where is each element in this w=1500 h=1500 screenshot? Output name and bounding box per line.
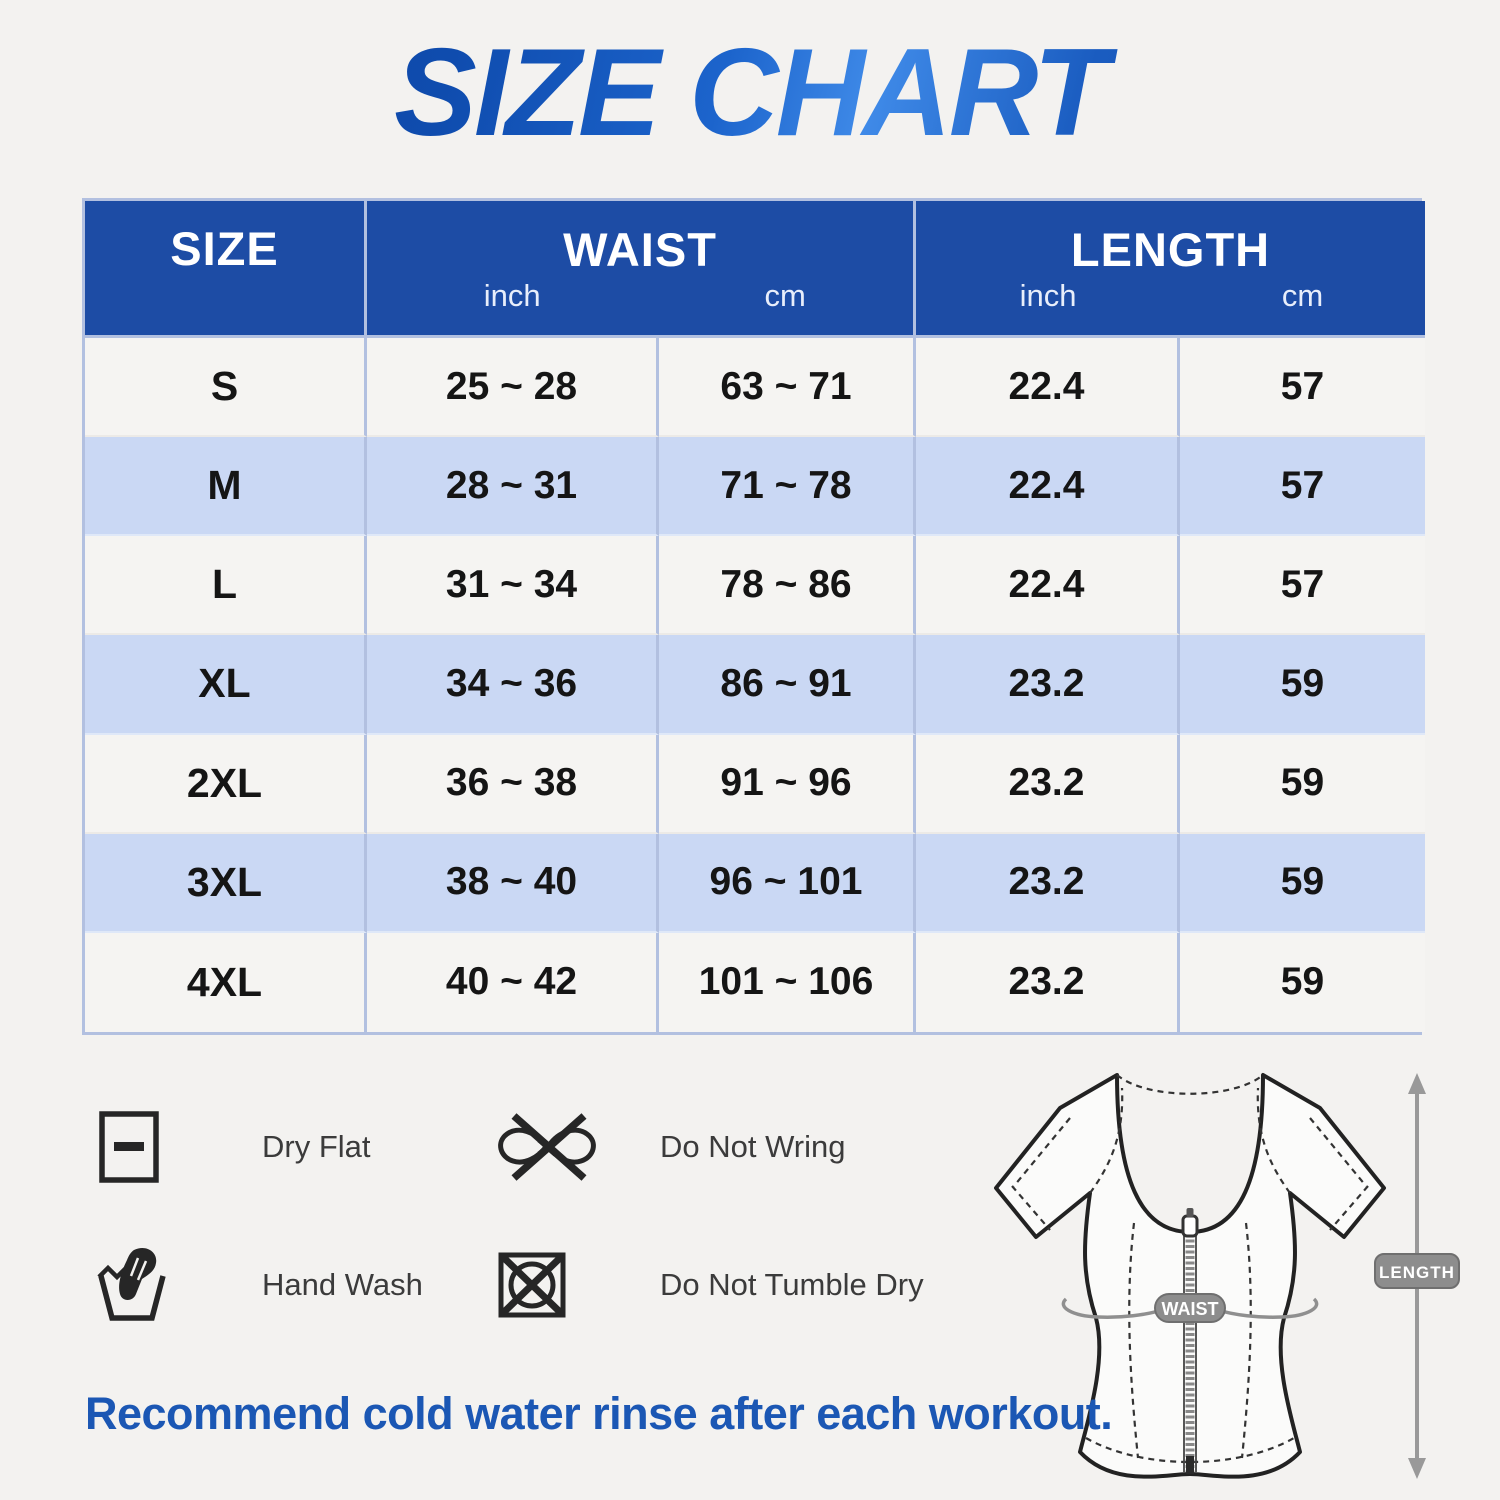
cell-size: 4XL: [85, 932, 367, 1032]
cell-length-cm: 57: [1180, 338, 1425, 438]
cell-length-cm: 59: [1180, 734, 1425, 834]
cell-waist-cm: 63 ~ 71: [659, 338, 916, 438]
cell-waist-cm: 101 ~ 106: [659, 932, 916, 1032]
do-not-tumble-dry-icon: [494, 1242, 604, 1328]
table-header-waist: WAIST inch cm: [367, 201, 916, 338]
waist-badge-label: WAIST: [1162, 1299, 1219, 1319]
table-header-length: LENGTH inch cm: [916, 201, 1425, 338]
care-label: Dry Flat: [262, 1129, 371, 1164]
cell-waist-inch: 31 ~ 34: [367, 536, 659, 636]
cell-length-cm: 59: [1180, 635, 1425, 735]
length-units: inch cm: [916, 278, 1425, 314]
cell-length-inch: 23.2: [916, 734, 1180, 834]
length-badge: LENGTH: [1374, 1253, 1460, 1289]
waist-badge: WAIST: [1154, 1293, 1226, 1323]
cell-size: 3XL: [85, 833, 367, 933]
cell-waist-cm: 71 ~ 78: [659, 437, 916, 537]
cell-waist-inch: 34 ~ 36: [367, 635, 659, 735]
cell-size: 2XL: [85, 734, 367, 834]
cell-length-cm: 59: [1180, 833, 1425, 933]
length-cm-label: cm: [1281, 278, 1324, 313]
do-not-wring-icon: [494, 1104, 604, 1190]
cell-waist-cm: 96 ~ 101: [659, 833, 916, 933]
size-table: SIZE WAIST inch cm LENGTH inch cm S 25 ~…: [82, 198, 1425, 1035]
cell-waist-inch: 40 ~ 42: [367, 932, 659, 1032]
cell-length-inch: 22.4: [916, 338, 1180, 438]
cell-length-inch: 23.2: [916, 932, 1180, 1032]
cell-waist-cm: 86 ~ 91: [659, 635, 916, 735]
care-item-hand-wash: Hand Wash: [96, 1242, 494, 1328]
cell-length-inch: 22.4: [916, 536, 1180, 636]
cell-size: XL: [85, 635, 367, 735]
care-item-do-not-tumble-dry: Do Not Tumble Dry: [494, 1242, 996, 1328]
page-title: SIZE CHART: [0, 22, 1500, 164]
care-item-dry-flat: Dry Flat: [96, 1104, 494, 1190]
waist-units: inch cm: [367, 278, 913, 314]
care-item-do-not-wring: Do Not Wring: [494, 1104, 996, 1190]
cell-waist-inch: 36 ~ 38: [367, 734, 659, 834]
length-badge-label: LENGTH: [1379, 1263, 1455, 1282]
cell-waist-inch: 25 ~ 28: [367, 338, 659, 438]
care-label: Hand Wash: [262, 1267, 423, 1302]
cell-size: M: [85, 437, 367, 537]
cell-length-cm: 59: [1180, 932, 1425, 1032]
care-label: Do Not Tumble Dry: [660, 1267, 924, 1302]
care-instructions: Dry Flat Do Not Wring: [96, 1104, 996, 1328]
header-waist-label: WAIST: [563, 223, 717, 276]
vest-illustration: WAIST LENGTH: [994, 1073, 1460, 1479]
cell-length-inch: 23.2: [916, 635, 1180, 735]
waist-arrows: [1061, 1297, 1319, 1319]
cell-waist-cm: 91 ~ 96: [659, 734, 916, 834]
cell-waist-inch: 38 ~ 40: [367, 833, 659, 933]
header-length-label: LENGTH: [1070, 223, 1271, 276]
dry-flat-icon: [96, 1104, 206, 1190]
cell-waist-cm: 78 ~ 86: [659, 536, 916, 636]
cell-length-cm: 57: [1180, 437, 1425, 537]
length-inch-label: inch: [1019, 278, 1077, 313]
care-label: Do Not Wring: [660, 1129, 846, 1164]
cell-length-inch: 22.4: [916, 437, 1180, 537]
waist-inch-label: inch: [483, 278, 541, 313]
hand-wash-icon: [96, 1242, 206, 1328]
cell-length-inch: 23.2: [916, 833, 1180, 933]
header-size-label: SIZE: [170, 222, 279, 275]
cell-size: S: [85, 338, 367, 438]
cell-size: L: [85, 536, 367, 636]
waist-cm-label: cm: [764, 278, 806, 313]
table-header-size: SIZE: [85, 201, 367, 338]
garment-diagram: WAIST LENGTH: [962, 1058, 1467, 1493]
cell-length-cm: 57: [1180, 536, 1425, 636]
cell-waist-inch: 28 ~ 31: [367, 437, 659, 537]
footer-note: Recommend cold water rinse after each wo…: [85, 1388, 1113, 1439]
